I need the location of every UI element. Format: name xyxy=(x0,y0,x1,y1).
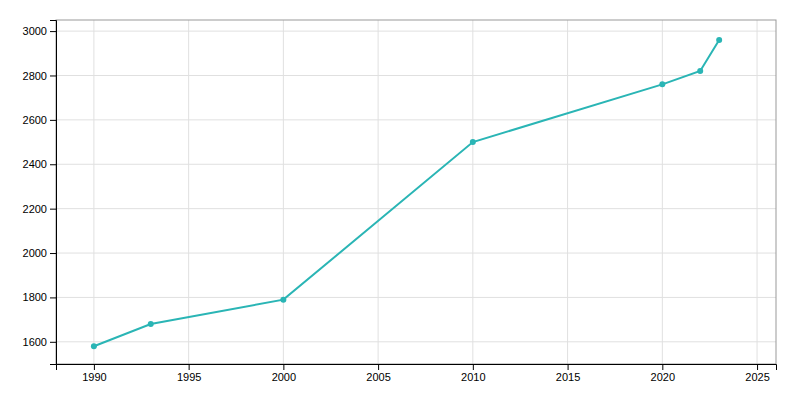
grid-line xyxy=(56,31,776,32)
tick-label: 2005 xyxy=(366,371,390,383)
tick-mark xyxy=(50,253,56,254)
tick-mark xyxy=(189,364,190,370)
grid-line xyxy=(662,20,663,364)
tick-mark xyxy=(50,31,56,32)
tick-label: 1800 xyxy=(23,291,47,303)
point xyxy=(470,139,476,145)
tick-mark xyxy=(94,364,95,370)
tick-label: 1600 xyxy=(23,336,47,348)
grid xyxy=(56,20,776,364)
tick-label: 2000 xyxy=(272,371,296,383)
tick-label: 2025 xyxy=(745,371,769,383)
tick-mark xyxy=(757,364,758,370)
tick: 2010 xyxy=(461,364,485,383)
plot-frame xyxy=(56,20,776,364)
point xyxy=(148,321,154,327)
grid-line xyxy=(283,20,284,364)
tick-label: 2600 xyxy=(23,114,47,126)
tick-mark xyxy=(378,364,379,370)
tick-label: 2400 xyxy=(23,158,47,170)
point xyxy=(280,297,286,303)
tick: 2000 xyxy=(272,364,296,383)
tick-label: 2800 xyxy=(23,70,47,82)
tick-label: 2000 xyxy=(23,247,47,259)
grid-line xyxy=(56,253,776,254)
tick: 1990 xyxy=(82,364,106,383)
grid-line xyxy=(56,164,776,165)
grid-line xyxy=(56,119,776,120)
axis-line xyxy=(57,365,777,371)
grid-line xyxy=(567,20,568,364)
tick-label: 1990 xyxy=(82,371,106,383)
tick-mark xyxy=(50,164,56,165)
tick: 2005 xyxy=(366,364,390,383)
marks xyxy=(91,37,722,349)
tick-mark xyxy=(568,364,569,370)
tick: 3000 xyxy=(23,25,56,37)
grid-line xyxy=(188,20,189,364)
tick: 1995 xyxy=(177,364,201,383)
grid-line xyxy=(93,20,94,364)
grid-line xyxy=(472,20,473,364)
tick-label: 1995 xyxy=(177,371,201,383)
point xyxy=(697,68,703,74)
tick: 1800 xyxy=(23,291,56,303)
grid-line xyxy=(378,20,379,364)
tick: 2400 xyxy=(23,158,56,170)
point xyxy=(659,81,665,87)
line xyxy=(94,40,719,346)
tick-label: 3000 xyxy=(23,25,47,37)
tick-mark xyxy=(283,364,284,370)
grid-line xyxy=(757,20,758,364)
tick: 2800 xyxy=(23,70,56,82)
tick-mark xyxy=(50,209,56,210)
y-axis: 1600 1800 2000 2200 2400 2600 2800 3000 xyxy=(23,21,57,365)
tick-label: 2200 xyxy=(23,203,47,215)
point xyxy=(716,37,722,43)
point xyxy=(91,343,97,349)
plot: 1990 1995 2000 2005 2010 2015 2020 2025 1600 1800… xyxy=(23,20,777,383)
tick-label: 2010 xyxy=(461,371,485,383)
tick: 2015 xyxy=(556,364,580,383)
tick: 1600 xyxy=(23,336,56,348)
tick-label: 2015 xyxy=(556,371,580,383)
tick-mark xyxy=(50,342,56,343)
tick-mark xyxy=(662,364,663,370)
tick: 2000 xyxy=(23,247,56,259)
tick-mark xyxy=(50,120,56,121)
grid-line xyxy=(56,75,776,76)
grid-line xyxy=(56,297,776,298)
tick-mark xyxy=(473,364,474,370)
tick: 2025 xyxy=(745,364,769,383)
chart: 1990 1995 2000 2005 2010 2015 2020 2025 1600 1800… xyxy=(0,0,800,400)
x-axis: 1990 1995 2000 2005 2010 2015 2020 2025 xyxy=(57,364,777,383)
tick: 2020 xyxy=(651,364,675,383)
grid-line xyxy=(56,341,776,342)
tick-label: 2020 xyxy=(651,371,675,383)
tick-mark xyxy=(50,297,56,298)
tick: 2600 xyxy=(23,114,56,126)
grid-line xyxy=(56,208,776,209)
tick: 2200 xyxy=(23,203,56,215)
tick-mark xyxy=(50,75,56,76)
axis-line xyxy=(50,21,57,365)
